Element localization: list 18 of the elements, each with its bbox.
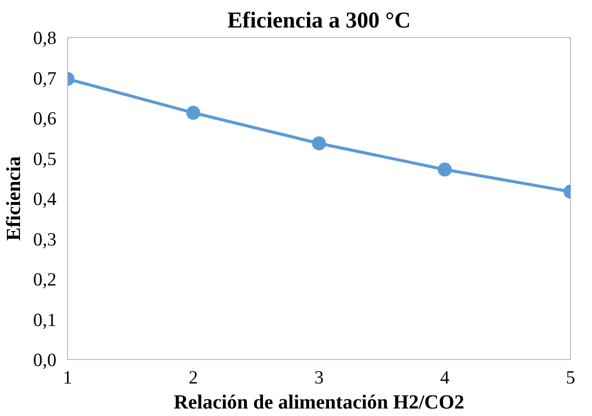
y-tick-label: 0,7	[33, 68, 57, 90]
y-tick-label: 0,6	[33, 108, 57, 130]
x-tick-label: 3	[314, 368, 324, 388]
x-tick-label: 2	[188, 368, 198, 388]
x-axis-title: Relación de alimentación H2/CO2	[174, 392, 464, 414]
y-axis-title: Eficiencia	[3, 156, 26, 241]
point	[312, 136, 326, 150]
y-tick-label: 0,5	[33, 148, 57, 170]
x-tick-label: 5	[566, 368, 576, 388]
y-tick-label: 0,0	[33, 350, 57, 371]
y-tick-label: 0,8	[33, 28, 57, 49]
x-tick-label: 4	[440, 368, 450, 388]
y-tick-label: 0,3	[33, 229, 57, 250]
x-tick-label: 1	[62, 368, 72, 388]
chart-title: Eficiencia a 300 °C	[227, 8, 411, 32]
y-tick-label: 0,2	[33, 270, 57, 290]
y-tick-label: 0,1	[33, 310, 57, 331]
y-tick-label: 0,4	[33, 189, 58, 210]
